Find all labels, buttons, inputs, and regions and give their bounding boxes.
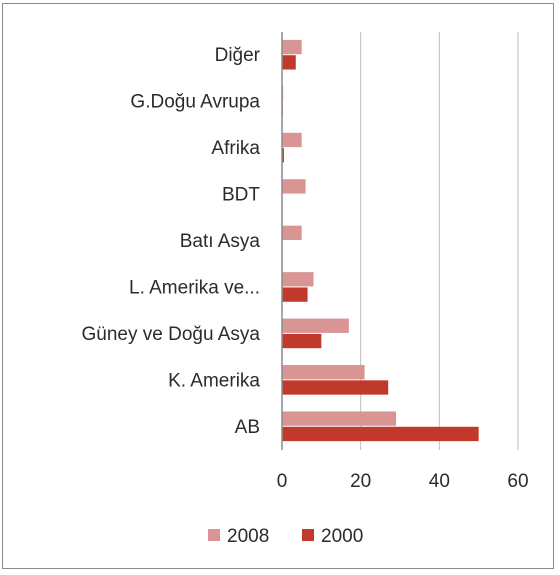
bar-2008-8 (282, 411, 397, 426)
bar-2000-2 (282, 148, 284, 163)
bar-chart: Diğer G.Doğu Avrupa Afrika BDT Batı Asya L. A… (82, 32, 529, 547)
bar-2008-6 (282, 318, 349, 333)
x-tick-label: 40 (429, 471, 450, 492)
category-labels: Diğer G.Doğu Avrupa Afrika BDT Batı Asya L. A… (82, 45, 261, 438)
bar-2008-5 (282, 272, 314, 287)
category-label: Batı Asya (180, 231, 261, 252)
category-label: L. Amerika ve... (129, 277, 260, 298)
category-label: G.Doğu Avrupa (130, 92, 260, 113)
category-label: BDT (222, 185, 260, 206)
bar-2008-7 (282, 365, 365, 380)
legend-swatch-2008 (208, 529, 220, 541)
category-label: Güney ve Doğu Asya (82, 324, 261, 345)
x-tick-label: 20 (350, 471, 371, 492)
bar-2000-8 (282, 426, 479, 442)
tick-labels: 0 20 40 60 (277, 471, 529, 492)
bar-2008-2 (282, 132, 302, 148)
bar-2000-6 (282, 333, 322, 349)
legend-label: 2008 (227, 526, 269, 547)
x-tick-label: 60 (507, 471, 528, 492)
bar-2000-0 (282, 55, 296, 70)
bar-2008-3 (282, 179, 306, 194)
category-label: Diğer (215, 45, 261, 66)
bar-2008-4 (282, 225, 302, 240)
category-label: AB (235, 417, 260, 438)
legend-swatch-2000 (302, 529, 314, 541)
legend: 2008 2000 (208, 526, 363, 547)
bar-2008-0 (282, 39, 302, 55)
chart-frame: Diğer G.Doğu Avrupa Afrika BDT Batı Asya L. A… (2, 3, 554, 569)
bar-series (282, 39, 479, 442)
category-label: Afrika (211, 138, 260, 159)
legend-label: 2000 (321, 526, 363, 547)
bar-2000-7 (282, 380, 389, 395)
x-tick-label: 0 (277, 471, 288, 492)
category-label: K. Amerika (168, 370, 260, 391)
bar-2000-5 (282, 287, 308, 302)
